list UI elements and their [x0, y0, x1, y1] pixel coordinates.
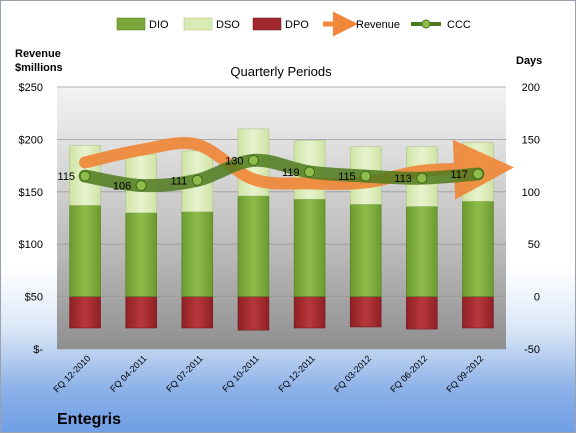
right-tick-label: 0	[534, 292, 540, 304]
category-label: FQ 03-2012	[332, 353, 373, 394]
bar-dio	[69, 205, 101, 297]
bar-dpo	[349, 296, 382, 328]
bar-dio	[181, 211, 214, 297]
left-tick-label: $250	[19, 82, 43, 94]
category-label: FQ 12-2011	[276, 353, 317, 394]
category-label: FQ 06-2012	[388, 353, 429, 394]
ccc-value-label: 111	[171, 175, 188, 187]
legend: DIO DSO DPO Revenue CCC	[116, 11, 471, 37]
right-tick-label: 150	[522, 134, 540, 146]
plot-area	[57, 87, 506, 349]
left-tick-label: $-	[33, 344, 43, 356]
ccc-value-label: 130	[225, 155, 243, 167]
legend-swatch-dio	[116, 17, 146, 31]
left-tick-label: $50	[25, 292, 43, 304]
bar-dpo	[293, 296, 326, 329]
bar-dio	[237, 195, 270, 297]
company-name: Entegris	[57, 411, 121, 428]
ccc-labels-group: 115 106 111 130 119 115 113 117	[58, 155, 468, 192]
right-tick-label: 100	[522, 187, 540, 199]
legend-label-dpo: DPO	[285, 19, 309, 31]
bar-dio	[406, 206, 438, 297]
legend-swatch-dpo	[252, 17, 282, 31]
bar-dpo	[462, 296, 494, 329]
legend-label-dso: DSO	[216, 19, 240, 31]
left-tick-label: $150	[19, 187, 43, 199]
ccc-value-label: 115	[338, 171, 356, 183]
legend-swatch-dso	[183, 17, 213, 31]
left-axis-ticks: $- $50 $100 $150 $200 $250	[19, 82, 44, 356]
category-label: FQ 12-2010	[51, 353, 92, 394]
ccc-value-label: 119	[282, 167, 300, 179]
ccc-point	[247, 154, 259, 166]
ccc-point	[360, 170, 372, 182]
legend-marker-ccc	[421, 19, 431, 29]
bar-dpo	[125, 296, 157, 329]
ccc-point	[191, 174, 203, 186]
category-label: FQ 07-2011	[164, 353, 205, 394]
legend-label-revenue: Revenue	[356, 19, 400, 31]
right-axis-ticks: -50 0 50 100 150 200	[522, 82, 540, 356]
ccc-point	[79, 170, 91, 182]
ccc-value-label: 106	[113, 181, 131, 193]
category-label: FQ 09-2012	[444, 353, 485, 394]
ccc-point	[416, 172, 428, 184]
right-tick-label: 200	[522, 82, 540, 94]
left-tick-label: $100	[19, 239, 43, 251]
bar-dio	[349, 204, 382, 297]
bars-group	[69, 128, 494, 331]
category-labels: FQ 12-2010 FQ 04-2011 FQ 07-2011 FQ 10-2011…	[51, 353, 485, 394]
bar-dpo	[406, 296, 438, 330]
lines-group	[78, 136, 514, 200]
ccc-point	[472, 168, 484, 180]
bar-dpo	[69, 296, 101, 329]
left-tick-label: $200	[19, 134, 43, 146]
bar-dio	[125, 212, 157, 297]
bar-dio	[293, 198, 326, 297]
right-tick-label: 50	[528, 239, 540, 251]
right-tick-label: -50	[524, 344, 540, 356]
bar-dpo	[237, 296, 270, 331]
legend-label-ccc: CCC	[447, 19, 471, 31]
category-label: FQ 10-2011	[220, 353, 261, 394]
chart-title: Quarterly Periods	[230, 64, 332, 79]
ccc-value-label: 115	[58, 171, 76, 183]
left-axis-title-line1: Revenue	[15, 48, 61, 60]
category-label: FQ 04-2011	[108, 353, 149, 394]
bar-dio	[462, 200, 494, 297]
bar-dpo	[181, 296, 214, 329]
ccc-point	[135, 180, 147, 192]
left-axis-title-line2: $millions	[15, 62, 63, 74]
ccc-point	[304, 166, 316, 178]
right-axis-title: Days	[516, 55, 542, 67]
legend-label-dio: DIO	[149, 19, 169, 31]
ccc-value-label: 117	[450, 169, 468, 181]
ccc-value-label: 113	[394, 173, 412, 185]
